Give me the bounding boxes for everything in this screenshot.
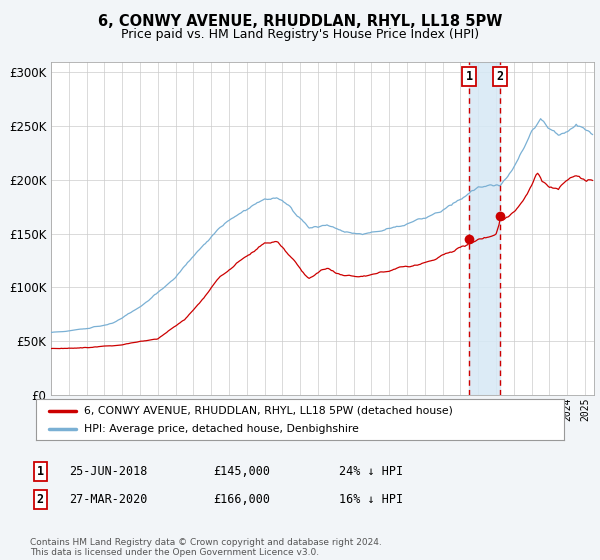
Text: 6, CONWY AVENUE, RHUDDLAN, RHYL, LL18 5PW (detached house): 6, CONWY AVENUE, RHUDDLAN, RHYL, LL18 5P… [83, 405, 452, 416]
Text: £145,000: £145,000 [213, 465, 270, 478]
Text: £166,000: £166,000 [213, 493, 270, 506]
Bar [469, 62, 500, 395]
Text: 24% ↓ HPI: 24% ↓ HPI [339, 465, 403, 478]
Text: HPI: Average price, detached house, Denbighshire: HPI: Average price, detached house, Denb… [83, 424, 358, 434]
Text: 1: 1 [466, 70, 473, 83]
Text: 1: 1 [37, 465, 44, 478]
Text: 27-MAR-2020: 27-MAR-2020 [69, 493, 148, 506]
Text: Contains HM Land Registry data © Crown copyright and database right 2024.
This d: Contains HM Land Registry data © Crown c… [30, 538, 382, 557]
Text: 16% ↓ HPI: 16% ↓ HPI [339, 493, 403, 506]
Text: 2: 2 [37, 493, 44, 506]
Text: 25-JUN-2018: 25-JUN-2018 [69, 465, 148, 478]
Text: 6, CONWY AVENUE, RHUDDLAN, RHYL, LL18 5PW: 6, CONWY AVENUE, RHUDDLAN, RHYL, LL18 5P… [98, 14, 502, 29]
Text: 2: 2 [497, 70, 504, 83]
Text: Price paid vs. HM Land Registry's House Price Index (HPI): Price paid vs. HM Land Registry's House … [121, 28, 479, 41]
